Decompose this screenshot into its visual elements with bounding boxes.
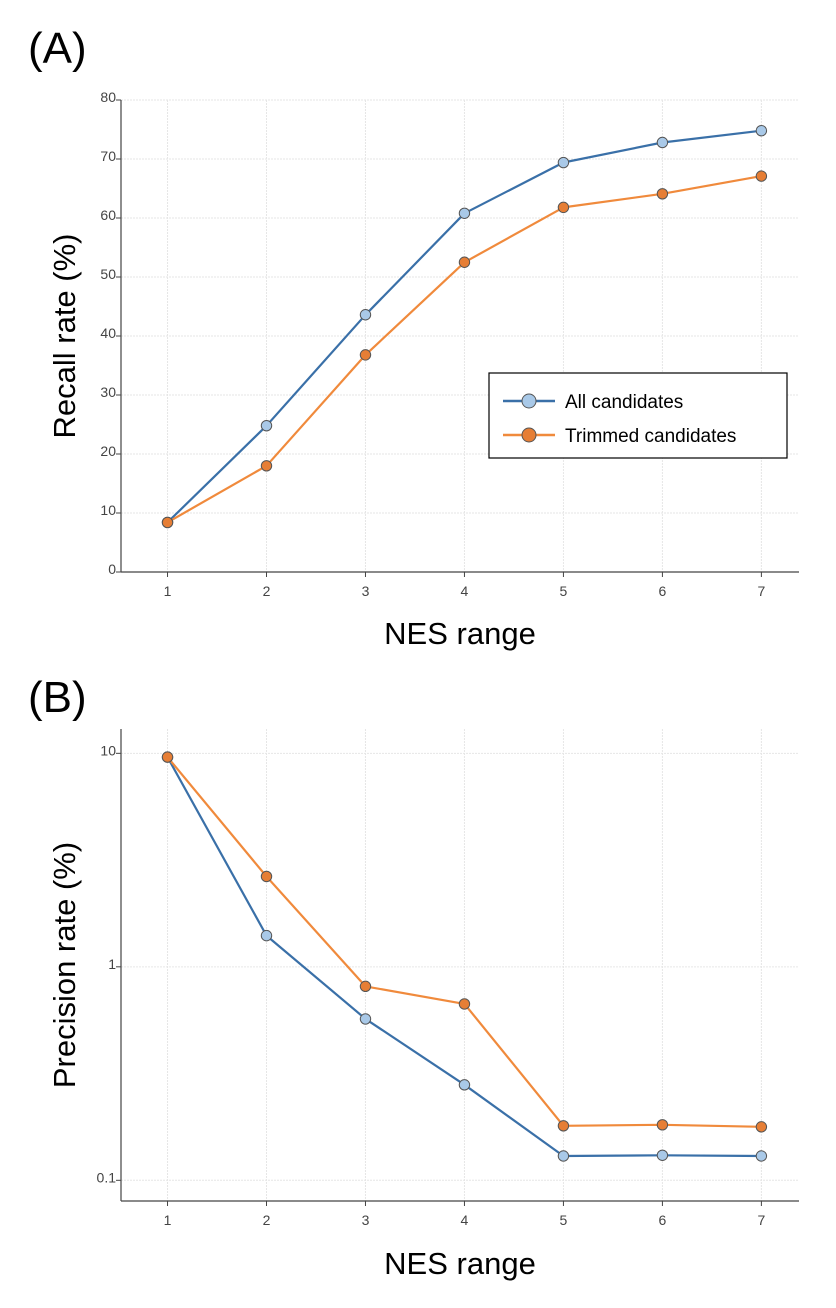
y-tick-label: 50 xyxy=(100,266,116,282)
data-point-all-candidates xyxy=(260,929,273,942)
x-tick-label: 3 xyxy=(362,1212,370,1228)
y-tick-label: 0.1 xyxy=(97,1169,117,1185)
recall-chart: 0 10 20 30 40 50 60 70 80 1 2 3 4 5 6 7 NES range Recall … xyxy=(47,89,799,651)
data-point-all-candidates xyxy=(656,1149,669,1161)
data-point-all-candidates xyxy=(557,156,570,169)
data-point-trimmed-candidates xyxy=(755,1121,768,1133)
x-tick-label: 1 xyxy=(164,1212,172,1228)
data-point-trimmed-candidates xyxy=(557,1120,570,1132)
y-tick-label: 20 xyxy=(100,443,116,459)
y-tick-label: 60 xyxy=(100,207,116,223)
x-tick-label: 4 xyxy=(461,1212,469,1228)
y-tick-label: 80 xyxy=(100,89,116,105)
x-tick-label: 5 xyxy=(560,1212,568,1228)
legend-marker-all-candidates xyxy=(521,393,537,409)
x-tick-label: 2 xyxy=(263,583,271,599)
x-tick-label: 7 xyxy=(757,583,765,599)
y-tick-label: 0 xyxy=(108,561,116,577)
data-point-all-candidates xyxy=(656,136,669,149)
y-tick-label: 30 xyxy=(100,384,116,400)
data-point-all-candidates xyxy=(755,124,768,137)
data-point-trimmed-candidates xyxy=(755,170,768,182)
data-point-all-candidates xyxy=(359,1013,372,1025)
data-point-trimmed-candidates xyxy=(656,188,669,200)
legend-box xyxy=(488,372,788,459)
y-axis-title: Precision rate (%) xyxy=(47,842,82,1088)
y-tick-label: 10 xyxy=(100,742,116,758)
data-point-trimmed-candidates xyxy=(260,870,273,883)
data-point-all-candidates xyxy=(458,207,471,219)
x-axis-title: NES range xyxy=(384,1246,536,1281)
x-tick-label: 6 xyxy=(659,1212,667,1228)
data-point-trimmed-candidates xyxy=(161,751,174,763)
data-point-all-candidates xyxy=(260,419,273,432)
data-point-trimmed-candidates xyxy=(359,980,372,993)
panel-label-b: (B) xyxy=(28,673,87,722)
data-point-all-candidates xyxy=(359,309,372,321)
x-tick-label: 1 xyxy=(164,583,172,599)
data-point-all-candidates xyxy=(557,1150,570,1162)
x-tick-label: 4 xyxy=(461,583,469,599)
data-point-trimmed-candidates xyxy=(557,201,570,214)
legend-label-trimmed-candidates: Trimmed candidates xyxy=(565,426,736,447)
panel-label-a: (A) xyxy=(28,24,87,73)
data-point-trimmed-candidates xyxy=(458,256,471,268)
x-tick-label: 5 xyxy=(560,583,568,599)
y-tick-label: 10 xyxy=(100,502,116,518)
data-point-all-candidates xyxy=(458,1079,471,1091)
data-point-trimmed-candidates xyxy=(359,349,372,361)
legend-marker-trimmed-candidates xyxy=(521,427,537,443)
y-axis-title: Recall rate (%) xyxy=(47,234,82,439)
y-tick-label: 70 xyxy=(100,148,116,164)
data-point-trimmed-candidates xyxy=(656,1119,669,1131)
x-tick-label: 3 xyxy=(362,583,370,599)
x-tick-label: 2 xyxy=(263,1212,271,1228)
x-axis-title: NES range xyxy=(384,616,536,651)
legend-label-all-candidates: All candidates xyxy=(565,392,683,413)
precision-chart: 0.1 1 10 1 2 3 4 5 6 7 NES range Precision rate (%) xyxy=(47,729,799,1281)
data-point-trimmed-candidates xyxy=(161,516,174,529)
x-tick-label: 6 xyxy=(659,583,667,599)
data-point-trimmed-candidates xyxy=(458,998,471,1010)
data-point-trimmed-candidates xyxy=(260,460,273,472)
y-tick-label: 40 xyxy=(100,325,116,341)
y-tick-label: 1 xyxy=(108,956,116,972)
x-tick-label: 7 xyxy=(757,1212,765,1228)
data-point-all-candidates xyxy=(755,1150,768,1162)
